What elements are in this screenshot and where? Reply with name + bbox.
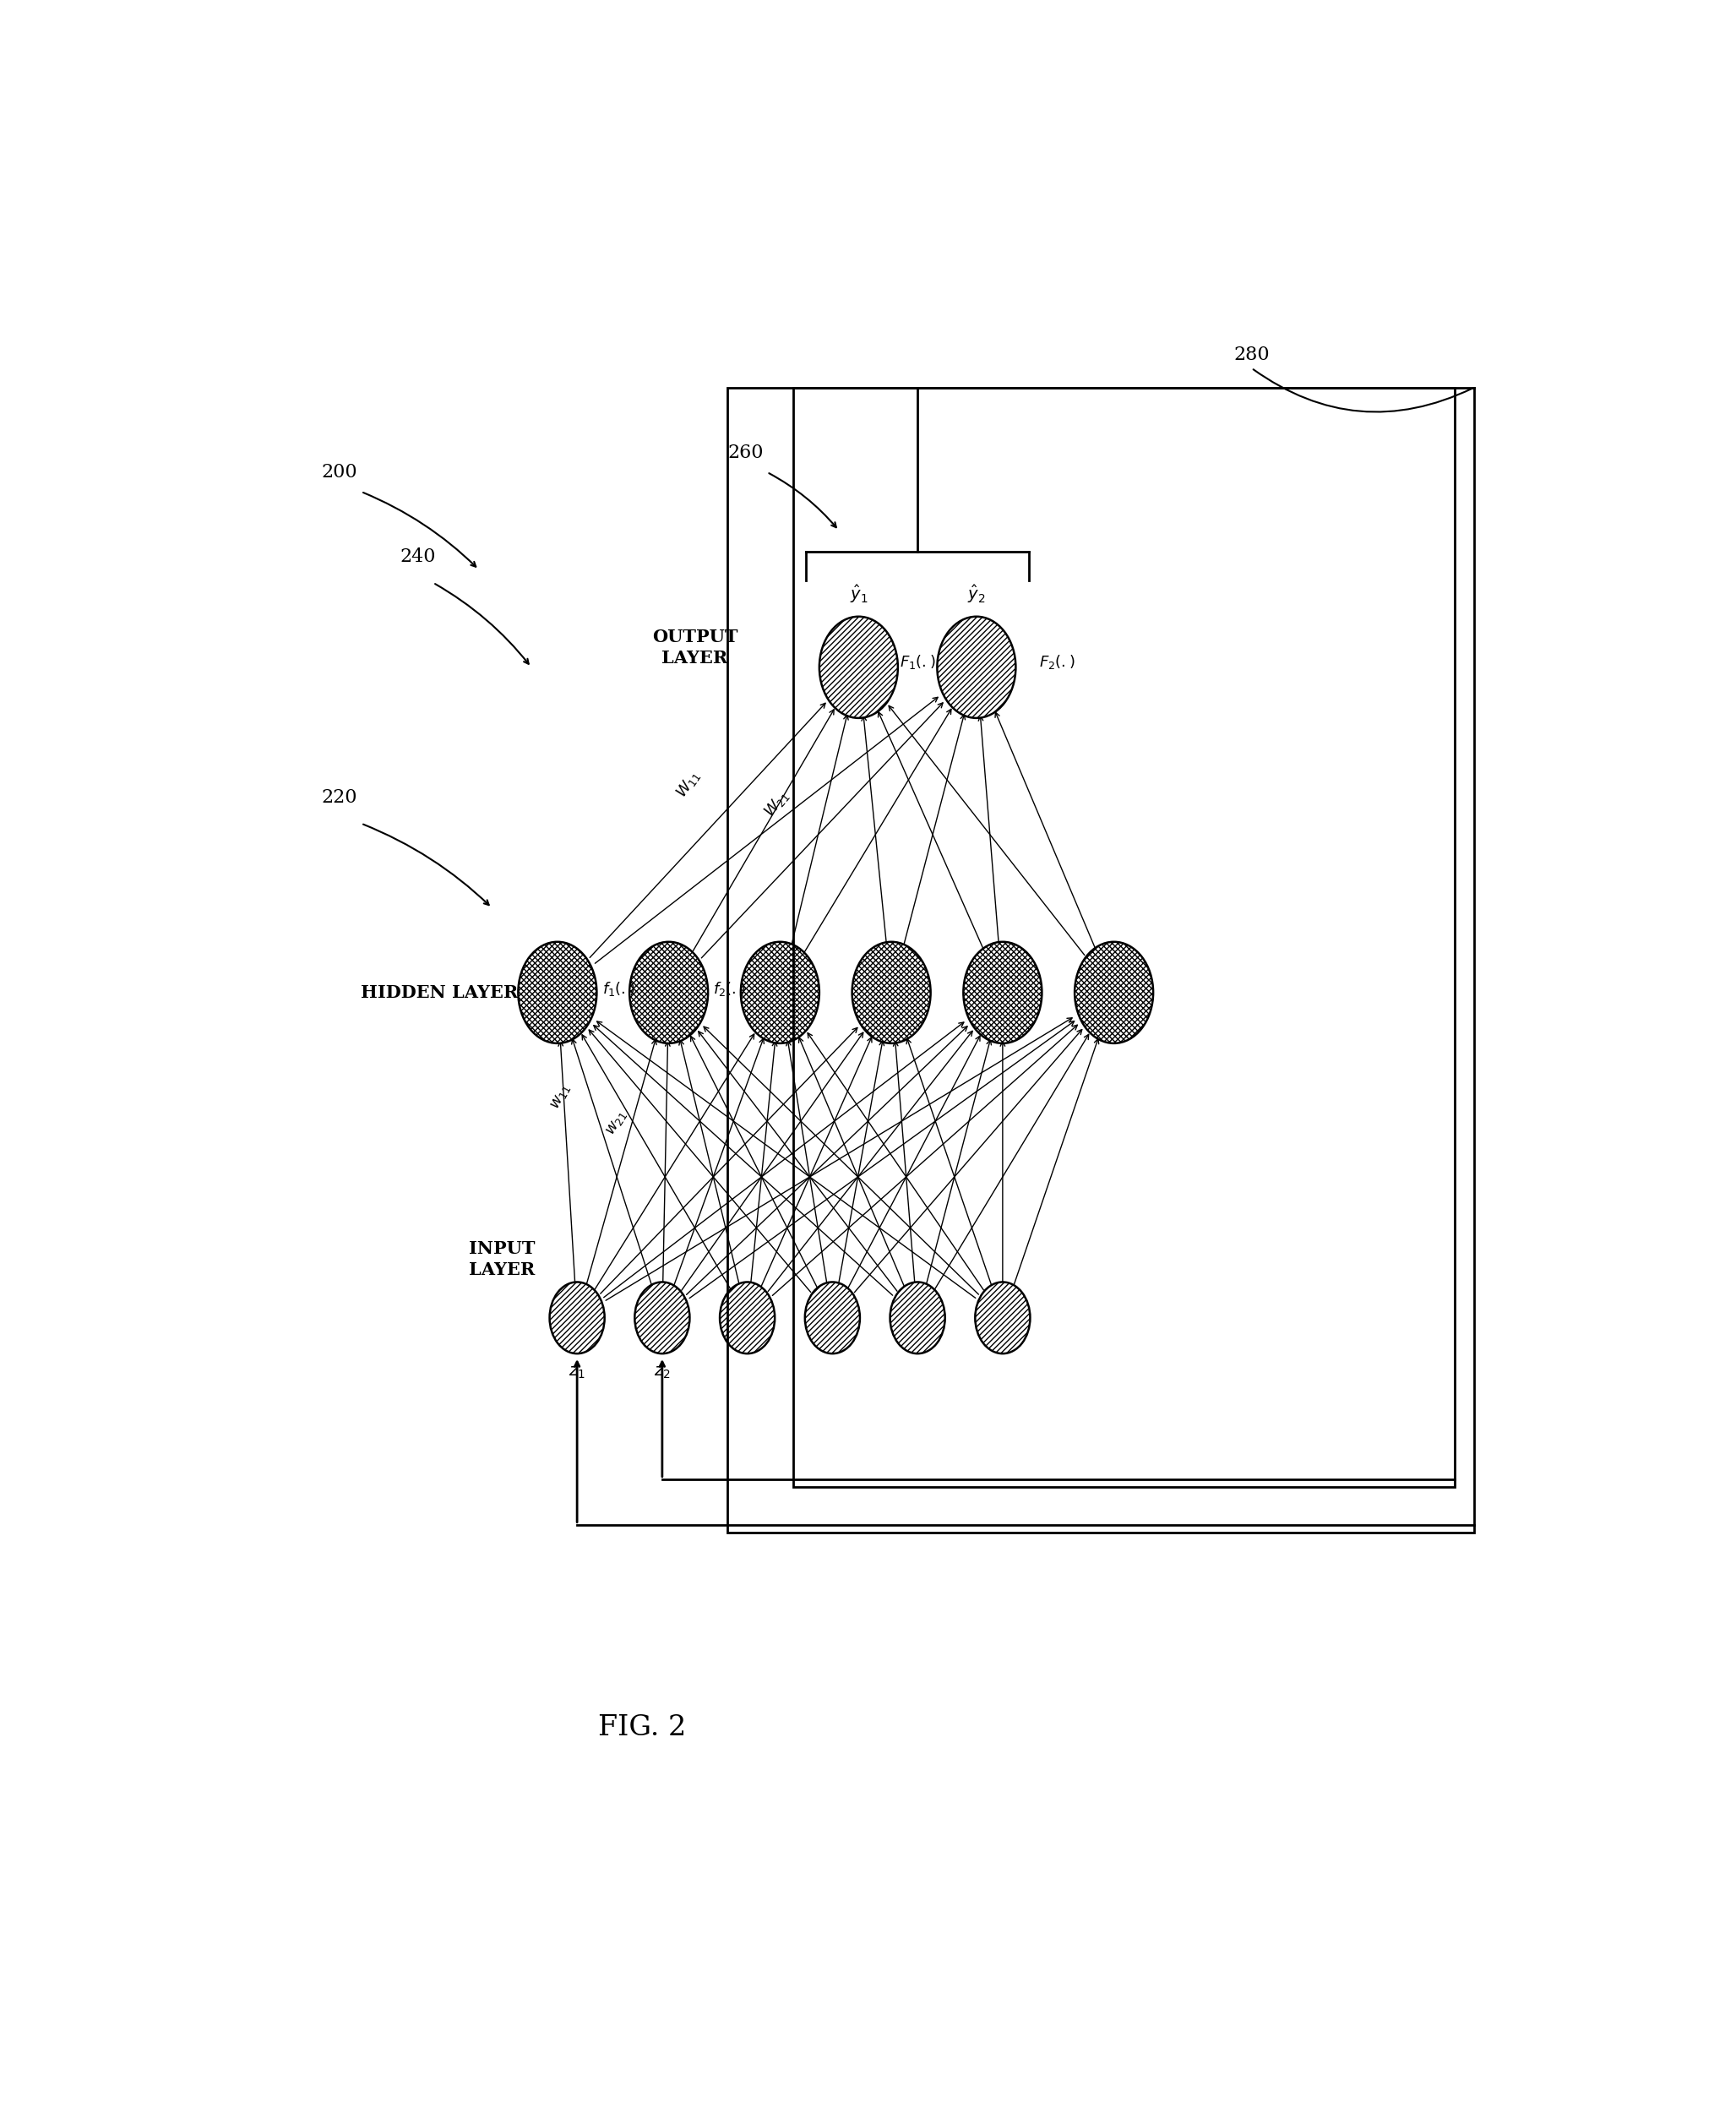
Ellipse shape: [976, 1282, 1029, 1354]
Text: $z_2$: $z_2$: [654, 1366, 670, 1381]
Ellipse shape: [891, 1282, 944, 1354]
Text: $w_{21}$: $w_{21}$: [602, 1108, 630, 1137]
Text: 280: 280: [1233, 345, 1269, 364]
Text: $f_1(.)$: $f_1(.)$: [602, 980, 635, 998]
Ellipse shape: [806, 1282, 859, 1354]
Text: 220: 220: [321, 788, 358, 807]
Ellipse shape: [720, 1282, 774, 1354]
Ellipse shape: [630, 942, 708, 1043]
Ellipse shape: [550, 1282, 604, 1354]
Text: HIDDEN LAYER: HIDDEN LAYER: [361, 984, 519, 1001]
Text: $f_2(.)$: $f_2(.)$: [713, 980, 746, 998]
Ellipse shape: [852, 942, 930, 1043]
Ellipse shape: [819, 616, 898, 719]
Bar: [727, 387, 1474, 1532]
Text: 200: 200: [321, 462, 358, 481]
Ellipse shape: [635, 1282, 689, 1354]
Bar: [793, 387, 1455, 1486]
Text: $\hat{y}_2$: $\hat{y}_2$: [967, 582, 986, 605]
Text: 240: 240: [401, 547, 436, 565]
Text: $w_{11}$: $w_{11}$: [549, 1080, 573, 1112]
Text: $z_1$: $z_1$: [569, 1366, 585, 1381]
Text: OUTPUT
LAYER: OUTPUT LAYER: [653, 628, 738, 666]
Text: 260: 260: [727, 444, 764, 462]
Text: $F_2(.)$: $F_2(.)$: [1038, 654, 1075, 671]
Ellipse shape: [937, 616, 1016, 719]
Ellipse shape: [741, 942, 819, 1043]
Text: INPUT
LAYER: INPUT LAYER: [469, 1240, 535, 1278]
Text: FIG. 2: FIG. 2: [599, 1713, 686, 1740]
Ellipse shape: [963, 942, 1042, 1043]
Ellipse shape: [1075, 942, 1153, 1043]
Text: $W_{11}$: $W_{11}$: [674, 767, 703, 801]
Ellipse shape: [517, 942, 597, 1043]
Text: $W_{21}$: $W_{21}$: [760, 788, 793, 820]
Text: $F_1(.)$: $F_1(.)$: [899, 654, 936, 671]
Text: $\hat{y}_1$: $\hat{y}_1$: [849, 582, 868, 605]
